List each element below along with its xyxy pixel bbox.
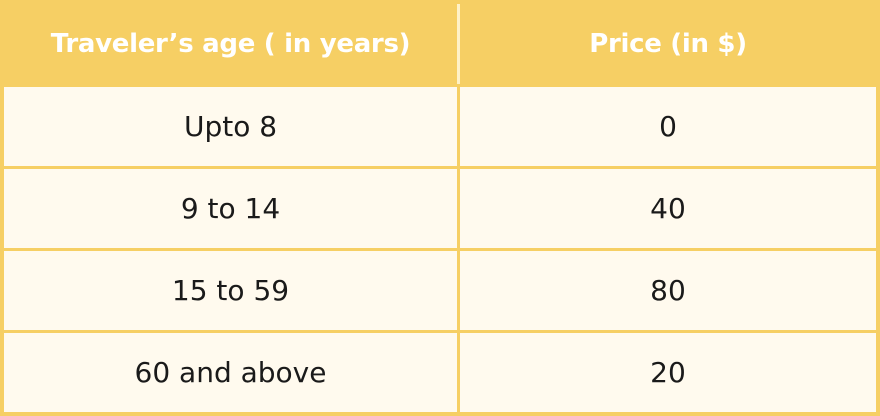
table-body: Upto 8 0 9 to 14 40 15 to 59 80 60 and a…	[4, 84, 876, 412]
header-price: Price (in $)	[460, 4, 876, 84]
table-row: 60 and above 20	[4, 330, 876, 412]
table-row: 9 to 14 40	[4, 166, 876, 248]
table-header: Traveler’s age ( in years) Price (in $)	[4, 4, 876, 84]
cell-price: 80	[460, 248, 876, 330]
cell-age: 9 to 14	[4, 166, 460, 248]
cell-age: 60 and above	[4, 330, 460, 412]
cell-age: 15 to 59	[4, 248, 460, 330]
price-table: Traveler’s age ( in years) Price (in $) …	[4, 4, 876, 412]
header-age: Traveler’s age ( in years)	[4, 4, 460, 84]
cell-price: 20	[460, 330, 876, 412]
table-row: 15 to 59 80	[4, 248, 876, 330]
cell-price: 0	[460, 84, 876, 166]
cell-price: 40	[460, 166, 876, 248]
header-row: Traveler’s age ( in years) Price (in $)	[4, 4, 876, 84]
table-row: Upto 8 0	[4, 84, 876, 166]
cell-age: Upto 8	[4, 84, 460, 166]
